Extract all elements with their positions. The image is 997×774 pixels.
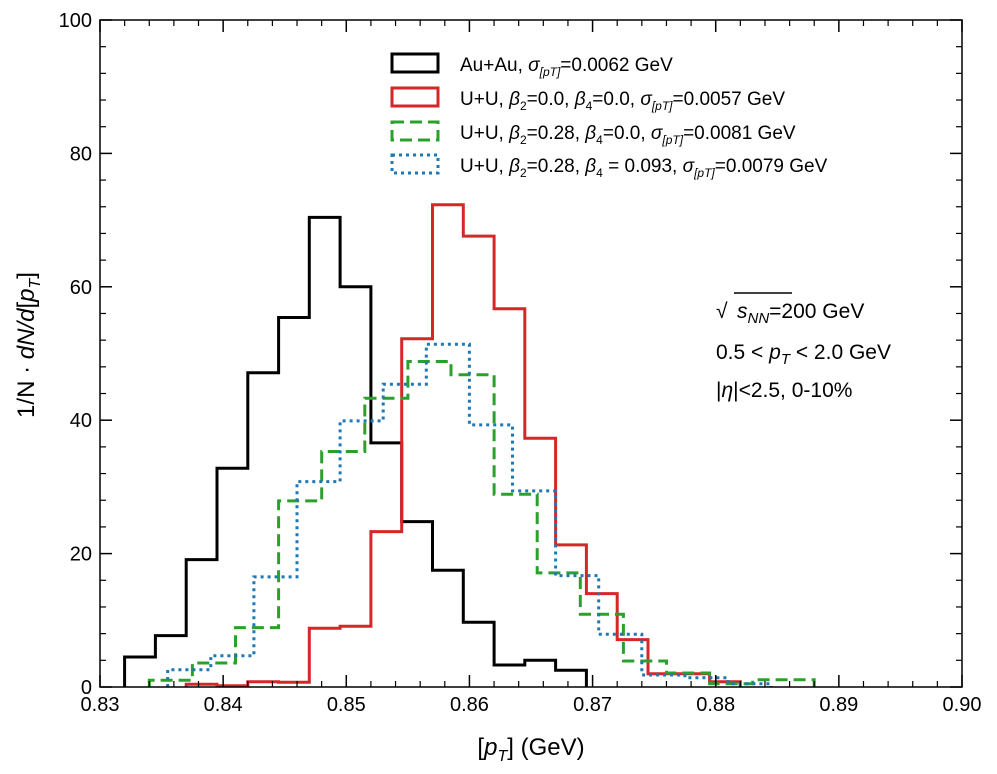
y-tick-label: 20: [70, 544, 92, 566]
y-axis-title-open: [: [13, 302, 40, 309]
histogram-auau: [123, 215, 588, 687]
legend-item-uu-spherical: U+U, β2=0.0, β4=0.0, σ[pT]=0.0057 GeV: [390, 86, 785, 113]
x-tick-label: 0.86: [450, 694, 489, 716]
y-axis-title-sub: T: [27, 278, 44, 289]
y-axis-title-close: ]: [13, 272, 40, 279]
x-axis-title-close: ] (GeV): [507, 734, 584, 761]
x-axis-title-p: p: [483, 734, 497, 761]
y-tick-label: 80: [70, 143, 92, 165]
y-tick-label: 60: [70, 277, 92, 299]
x-tick-label: 0.90: [943, 694, 982, 716]
annotation-pt-range: 0.5 < pT < 2.0 GeV: [716, 341, 891, 368]
x-tick-label: 0.84: [204, 694, 243, 716]
x-tick-label: 0.89: [819, 694, 858, 716]
annotation-block: √ sNN=200 GeV 0.5 < pT < 2.0 GeV |η|<2.5…: [716, 292, 891, 402]
x-tick-label: 0.85: [327, 694, 366, 716]
annotation-energy: sNN=200 GeV: [737, 300, 864, 327]
legend-swatch-uu-b2-b4: [390, 153, 440, 175]
x-axis-title-open: [: [477, 734, 484, 761]
x-tick-label: 0.83: [81, 694, 120, 716]
legend-label-uu-b2: U+U, β2=0.28, β4=0.0, σ[pT]=0.0081 GeV: [460, 123, 796, 147]
legend-item-auau: Au+Au, σ[pT]=0.0062 GeV: [390, 52, 673, 79]
histogram-uu-spherical: [184, 203, 742, 688]
annotation-eta-centrality: |η|<2.5, 0-10%: [716, 379, 852, 402]
x-axis-title-sub: T: [497, 748, 508, 765]
y-axis-title-p: p: [13, 289, 40, 303]
legend-swatch-uu-spherical: [390, 86, 440, 108]
legend-label-uu-spherical: U+U, β2=0.0, β4=0.0, σ[pT]=0.0057 GeV: [460, 89, 785, 113]
histogram-uu-b2-b4: [166, 342, 773, 687]
legend: Au+Au, σ[pT]=0.0062 GeV U+U, β2=0.0, β4=…: [390, 52, 828, 180]
y-tick-label: 0: [81, 677, 92, 699]
legend-item-uu-b2: U+U, β2=0.28, β4=0.0, σ[pT]=0.0081 GeV: [390, 120, 796, 147]
legend-label-auau: Au+Au, σ[pT]=0.0062 GeV: [460, 55, 673, 79]
y-tick-label: 40: [70, 410, 92, 432]
y-tick-label: 100: [59, 10, 92, 32]
y-axis-title-dn: dN/d: [13, 308, 40, 359]
y-axis-title-pre: 1/N ·: [13, 359, 40, 418]
x-axis-title: [pT] (GeV): [477, 734, 584, 765]
legend-label-uu-b2-b4: U+U, β2=0.28, β4 = 0.093, σ[pT]=0.0079 G…: [460, 156, 828, 180]
legend-swatch-auau: [390, 52, 440, 74]
legend-swatch-uu-b2: [390, 120, 440, 142]
x-tick-label: 0.87: [573, 694, 612, 716]
legend-item-uu-b2-b4: U+U, β2=0.28, β4 = 0.093, σ[pT]=0.0079 G…: [390, 153, 828, 180]
series-layer: [123, 203, 816, 688]
annotation-sqrt-symbol: √: [716, 300, 728, 323]
plot-frame: [99, 19, 963, 688]
x-tick-label: 0.88: [696, 694, 735, 716]
histogram-uu-b2: [147, 360, 816, 687]
ticks-layer: 0.83 0.84 0.85 0.86 0.87 0.88 0.89 0.90 0 20 40 60 8…: [59, 10, 982, 716]
y-axis-title: 1/N · dN/d[pT]: [13, 272, 44, 418]
